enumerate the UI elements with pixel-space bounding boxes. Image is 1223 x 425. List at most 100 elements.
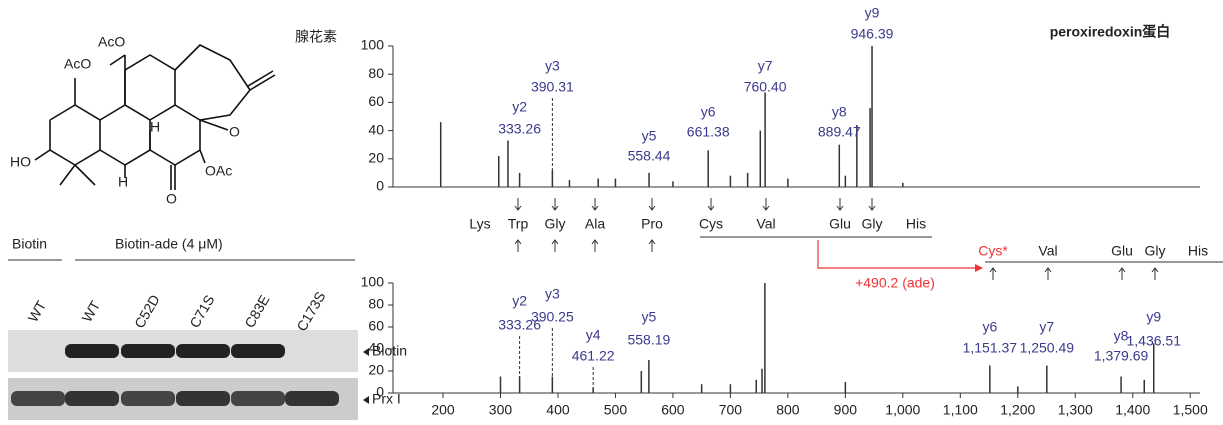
ion-label: y8	[832, 104, 847, 120]
x-tick-label: 1,300	[1058, 402, 1093, 418]
modification-bracket	[818, 240, 975, 268]
bond	[35, 150, 50, 160]
x-tick-label: 600	[661, 402, 685, 418]
lane-label: C71S	[186, 292, 217, 330]
mz-label: 333.26	[498, 121, 541, 137]
residue: Glu	[829, 216, 851, 232]
residue: His	[906, 216, 926, 232]
residue: Val	[756, 216, 775, 232]
x-tick-label: 1,000	[885, 402, 920, 418]
x-tick-label: 1,500	[1173, 402, 1208, 418]
x-tick-label: 500	[604, 402, 628, 418]
arrow-down	[515, 198, 521, 210]
ion-label: y9	[865, 5, 880, 21]
lane-label: WT	[79, 298, 104, 325]
ion-label: y2	[512, 99, 527, 115]
residue: Ala	[585, 216, 605, 232]
y-tick-label: 20	[368, 150, 384, 166]
residue: Gly	[545, 216, 566, 232]
ring	[100, 105, 150, 165]
y-tick-label: 40	[368, 121, 384, 137]
mz-label: 760.40	[744, 79, 787, 95]
bond	[110, 55, 125, 65]
ion-label: y7	[1039, 319, 1054, 335]
arrow-up	[1152, 268, 1158, 280]
y-tick-label: 100	[361, 37, 385, 53]
arrow-down	[763, 198, 769, 210]
residue: Pro	[641, 216, 663, 232]
bond	[60, 165, 75, 185]
y-tick-label: 60	[368, 93, 384, 109]
mz-label: 390.25	[531, 309, 574, 325]
arrow-down	[649, 198, 655, 210]
y-tick-label: 0	[376, 384, 384, 400]
mz-label: 1,250.49	[1020, 340, 1075, 356]
ring	[50, 105, 100, 165]
residue: Trp	[508, 216, 529, 232]
arrow-down	[708, 198, 714, 210]
band	[121, 344, 175, 358]
residue: Cys*	[978, 243, 1008, 259]
mz-label: 558.19	[627, 332, 670, 348]
ion-label: y7	[758, 58, 773, 74]
atom-label: O	[166, 191, 177, 207]
ion-label: y6	[701, 104, 716, 120]
residue: Cys	[699, 216, 723, 232]
ion-label: y5	[642, 128, 657, 144]
mz-label: 946.39	[851, 26, 894, 42]
y-tick-label: 0	[376, 178, 384, 194]
ion-label: y3	[545, 286, 560, 302]
mz-label: 390.31	[531, 79, 574, 95]
mz-label: 1,379.69	[1094, 348, 1149, 364]
mz-label: 1,151.37	[963, 340, 1018, 356]
arrow-down	[837, 198, 843, 210]
mz-label: 661.38	[687, 124, 730, 140]
band	[121, 391, 175, 406]
x-tick-label: 1,400	[1115, 402, 1150, 418]
compound-name: 腺花素	[295, 29, 337, 45]
lane-label: WT	[25, 298, 50, 325]
band	[176, 344, 230, 358]
atom-label: H	[150, 119, 160, 135]
ion-label: y3	[545, 58, 560, 74]
band	[11, 391, 65, 406]
y-tick-label: 100	[361, 274, 385, 290]
arrow-down	[552, 198, 558, 210]
band	[65, 391, 119, 406]
band	[231, 344, 285, 358]
atom-label: AcO	[64, 56, 91, 72]
arrow-up	[1119, 268, 1125, 280]
atom-label: OAc	[205, 163, 232, 179]
ion-label: y4	[586, 327, 601, 343]
x-tick-label: 1,200	[1000, 402, 1035, 418]
page: 腺花素 AcO AcO HO H H O OAc O Biotin Biotin…	[0, 0, 1223, 425]
atom-label: O	[229, 124, 240, 140]
arrow-down	[592, 198, 598, 210]
lane-label: C52D	[131, 292, 163, 331]
arrow-up	[592, 240, 598, 252]
arrow-up	[1045, 268, 1051, 280]
atom-label: H	[118, 174, 128, 190]
band	[285, 391, 339, 406]
mz-label: 889.47	[818, 124, 861, 140]
ion-label: y6	[982, 319, 997, 335]
atom-label: AcO	[98, 34, 125, 50]
residue: Lys	[469, 216, 490, 232]
arrow-down	[869, 198, 875, 210]
band	[231, 391, 285, 406]
bond	[200, 120, 228, 130]
ion-label: y9	[1146, 309, 1161, 325]
band	[65, 344, 119, 358]
bond	[75, 165, 95, 185]
x-tick-label: 400	[546, 402, 570, 418]
ion-label: y2	[512, 293, 527, 309]
bond	[200, 150, 205, 163]
arrow-up	[552, 240, 558, 252]
x-tick-label: 1,100	[943, 402, 978, 418]
residue: His	[1188, 243, 1208, 259]
modification: +490.2 (ade)	[855, 275, 935, 291]
y-tick-label: 80	[368, 296, 384, 312]
blot-group: Biotin	[12, 236, 47, 252]
mz-label: 558.44	[628, 148, 671, 164]
x-tick-label: 800	[776, 402, 800, 418]
